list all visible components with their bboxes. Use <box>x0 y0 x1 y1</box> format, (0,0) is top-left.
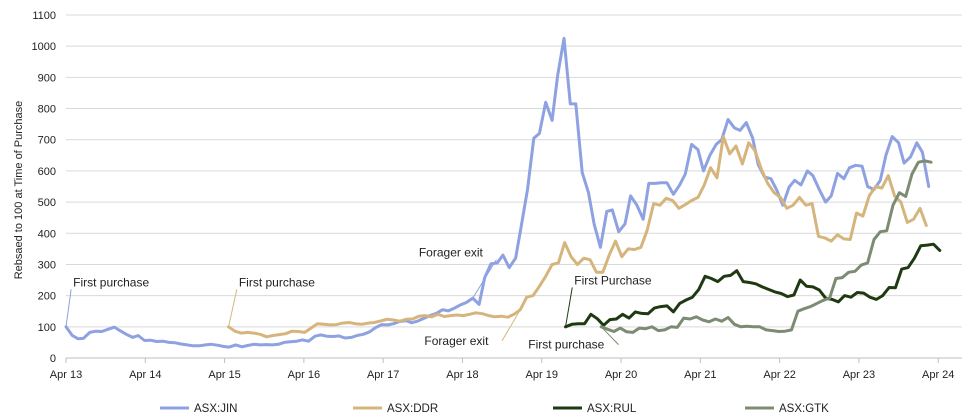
x-tick-label: Apr 22 <box>763 369 795 381</box>
y-tick-label: 0 <box>50 353 56 365</box>
y-tick-label: 200 <box>38 291 56 303</box>
legend-label: ASX:JIN <box>194 403 237 415</box>
x-tick-label: Apr 20 <box>605 369 637 381</box>
x-tick-label: Apr 24 <box>922 369 954 381</box>
y-tick-label: 1000 <box>32 41 56 53</box>
series-line-asx-ddr <box>227 135 928 339</box>
annotation-leader <box>565 287 573 327</box>
grid-layer <box>66 14 962 359</box>
x-tick-label: Apr 19 <box>526 369 558 381</box>
x-tick-label: Apr 15 <box>208 369 240 381</box>
legend-label: ASX:GTK <box>779 403 829 415</box>
x-tick-label: Apr 16 <box>288 369 320 381</box>
annotation-label: Forager exit <box>424 334 489 348</box>
x-tick-label: Apr 23 <box>843 369 875 381</box>
y-tick-label: 1100 <box>32 10 56 22</box>
annotation-label: First purchase <box>239 275 315 289</box>
series-line-asx-gtk <box>599 159 933 334</box>
annotation-leader <box>600 326 619 345</box>
series-line-asx-rul <box>564 242 942 329</box>
series-line-asx-jin <box>64 36 931 349</box>
legend-label: ASX:RUL <box>587 403 637 415</box>
x-tick-label: Apr 14 <box>129 369 161 381</box>
annotation-leader <box>501 309 521 342</box>
x-tick-label: Apr 21 <box>684 369 716 381</box>
annotation-label: First purchase <box>73 275 149 289</box>
y-tick-label: 600 <box>38 166 56 178</box>
y-tick-label: 300 <box>38 259 56 271</box>
legend-label: ASX:DDR <box>387 403 438 415</box>
series-layer <box>64 36 942 349</box>
x-tick-label: Apr 13 <box>50 369 82 381</box>
annotation-layer: First purchase Forager exit First purchase… <box>65 246 652 352</box>
y-tick-label: 900 <box>38 72 56 84</box>
annotation-leader <box>472 259 497 299</box>
y-tick-label: 500 <box>38 197 56 209</box>
y-tick-label: 100 <box>38 322 56 334</box>
y-tick-label: 800 <box>38 104 56 116</box>
y-tick-label: 400 <box>38 228 56 240</box>
annotation-label: First Purchase <box>574 273 652 287</box>
annotation-label: Forager exit <box>419 246 484 260</box>
legend: ASX:JIN ASX:DDR ASX:RUL ASX:GTK <box>160 403 829 415</box>
y-tick-label: 700 <box>38 135 56 147</box>
axis-layer: 0 100 200 300 400 500 600 700 800 900 1000 1100 Apr … <box>32 10 962 381</box>
annotation-label: First purchase <box>528 338 604 352</box>
x-tick-label: Apr 17 <box>367 369 399 381</box>
annotation-leader <box>228 289 238 327</box>
x-tick-label: Apr 18 <box>446 369 478 381</box>
annotation-leader <box>65 289 72 327</box>
y-axis-title: Rebsaed to 100 at Time of Purchase <box>13 101 25 280</box>
